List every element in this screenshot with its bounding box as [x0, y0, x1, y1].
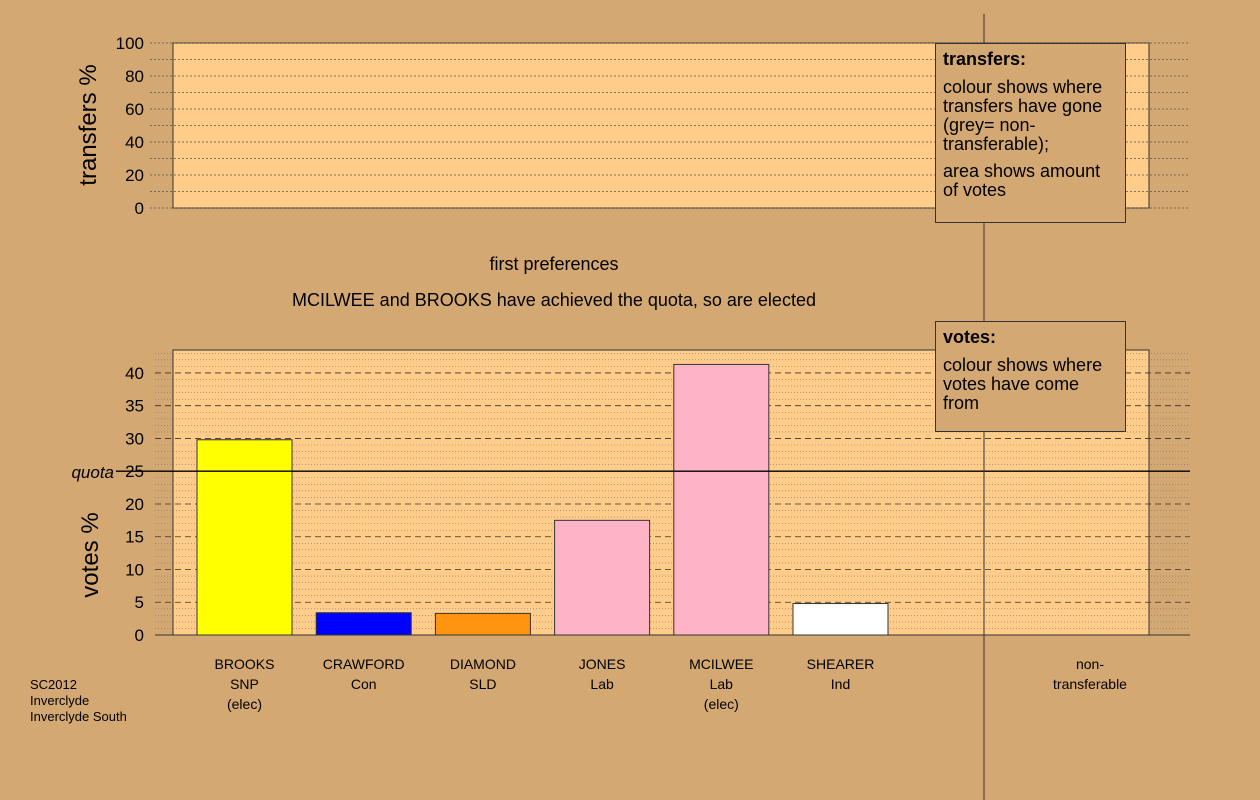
votes-axis-title: votes % [77, 512, 104, 597]
votes-tick-label: 15 [125, 528, 144, 547]
votes-tick-label: 5 [135, 593, 144, 612]
transfers-legend-title: transfers: [943, 49, 1027, 69]
transfers-axis-title: transfers % [75, 64, 102, 185]
votes-bar [196, 439, 293, 636]
nontransferable-label: non- [1076, 656, 1104, 672]
votes-bar [554, 519, 651, 636]
transfers-legend-text-1: colour shows where transfers have gone (… [943, 77, 1103, 154]
chart-title: first preferences [489, 254, 619, 274]
transfers-tick-label: 100 [116, 34, 144, 53]
transfers-tick-label: 0 [135, 199, 144, 218]
votes-tick-label: 20 [125, 495, 144, 514]
votes-bar [792, 603, 889, 636]
votes-tick-label: 30 [125, 429, 144, 448]
votes-bar [315, 612, 412, 636]
quota-label: quota [71, 463, 114, 482]
candidate-label: SHEARER [807, 656, 875, 672]
votes-legend: votes: colour shows where votes have com… [935, 321, 1126, 432]
candidate-label: (elec) [227, 696, 262, 712]
footer-line: Inverclyde South [30, 709, 127, 724]
candidate-label: Ind [831, 676, 850, 692]
candidate-label: SNP [230, 676, 259, 692]
nontransferable-label: transferable [1053, 676, 1127, 692]
candidate-label: Lab [710, 676, 734, 692]
candidate-label: SLD [469, 676, 496, 692]
candidate-label: MCILWEE [689, 656, 753, 672]
votes-legend-title: votes: [943, 327, 997, 347]
transfers-legend: transfers: colour shows where transfers … [935, 43, 1126, 223]
transfers-tick-label: 80 [125, 67, 144, 86]
footer-line: Inverclyde [30, 693, 90, 708]
transfers-tick-label: 40 [125, 133, 144, 152]
footer-line: SC2012 [30, 677, 77, 692]
votes-tick-label: 0 [135, 626, 144, 645]
votes-bar [673, 363, 770, 636]
votes-bar [434, 612, 531, 636]
transfers-tick-label: 20 [125, 166, 144, 185]
votes-tick-label: 25 [125, 462, 144, 481]
candidate-label: (elec) [704, 696, 739, 712]
candidate-label: BROOKS [215, 656, 275, 672]
votes-tick-label: 40 [125, 364, 144, 383]
candidate-labels: BROOKS SNP (elec) CRAWFORD Con DIAMOND SLD JONE… [215, 656, 1128, 712]
transfers-tick-label: 60 [125, 100, 144, 119]
candidate-label: CRAWFORD [323, 656, 405, 672]
footer: SC2012 Inverclyde Inverclyde South [30, 677, 127, 725]
candidate-label: JONES [579, 656, 626, 672]
votes-tick-label: 10 [125, 560, 144, 579]
votes-tick-label: 35 [125, 397, 144, 416]
candidate-label: DIAMOND [450, 656, 516, 672]
votes-legend-text: colour shows where votes have come from [943, 355, 1103, 413]
candidate-label: Con [351, 676, 377, 692]
chart-subtitle: MCILWEE and BROOKS have achieved the quo… [292, 290, 816, 310]
candidate-label: Lab [590, 676, 614, 692]
transfers-legend-text-2: area shows amount of votes [943, 161, 1101, 200]
